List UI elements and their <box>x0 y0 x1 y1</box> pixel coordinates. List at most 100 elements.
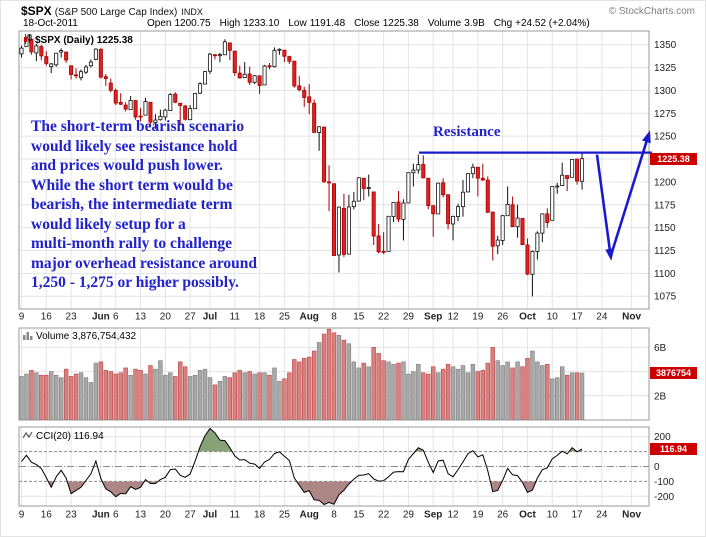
candle <box>436 182 441 215</box>
svg-text:Jul: Jul <box>203 510 218 521</box>
candle <box>118 101 123 105</box>
svg-text:13: 13 <box>135 510 147 521</box>
last-cci-tag: 116.94 <box>650 443 697 455</box>
quote-row: 18-Oct-2011 Open 1200.75 High 1233.10 Low 1191… <box>23 18 599 29</box>
candle <box>103 76 108 80</box>
volume-bar <box>321 333 327 420</box>
svg-text:10: 10 <box>547 510 559 521</box>
volume-bar <box>555 377 560 420</box>
volume-bar <box>426 373 431 420</box>
volume-bar <box>88 382 94 420</box>
candle <box>79 71 84 79</box>
candle <box>401 202 406 220</box>
svg-text:27: 27 <box>185 510 197 521</box>
volume-bar <box>24 373 29 420</box>
svg-text:26: 26 <box>497 510 509 521</box>
candle <box>282 49 287 57</box>
volume-bar <box>192 374 198 420</box>
svg-text:13: 13 <box>135 312 147 323</box>
candle <box>406 172 411 204</box>
volume-bar <box>411 371 416 420</box>
volume-bar <box>78 372 84 420</box>
volume-panel-label: Volume 3,876,754,432 <box>23 331 136 342</box>
volume-bar <box>197 370 203 420</box>
candle <box>555 185 560 188</box>
high-value: 1233.10 <box>243 18 280 29</box>
candle <box>133 100 138 118</box>
candle <box>475 166 480 179</box>
volume-bar <box>277 380 282 420</box>
volume-bar <box>54 374 59 420</box>
annotation-line: bearish, the intermediate term <box>31 196 233 213</box>
candle <box>336 206 341 256</box>
volume-bar <box>187 376 193 420</box>
candle <box>505 203 510 217</box>
volume-bar <box>545 364 550 420</box>
svg-text:25: 25 <box>279 312 291 323</box>
candle <box>426 177 431 207</box>
volume-bar <box>262 372 267 420</box>
chart-title-row: $SPX (S&P 500 Large Cap Index) INDX <box>21 4 203 18</box>
candle <box>287 56 292 62</box>
svg-text:Nov: Nov <box>622 510 641 521</box>
volume-bar <box>540 365 545 420</box>
candle <box>59 50 64 53</box>
volume-bar <box>564 374 570 420</box>
volume-bar <box>282 378 287 420</box>
volume-bar <box>569 372 575 420</box>
candle <box>396 201 401 220</box>
volume-bar <box>351 361 357 420</box>
candle <box>193 93 198 110</box>
candle <box>361 177 366 189</box>
candle <box>272 49 277 68</box>
volume-bar <box>202 368 208 420</box>
svg-text:20: 20 <box>160 312 172 323</box>
svg-text:22: 22 <box>378 312 390 323</box>
candle <box>222 41 227 56</box>
symbol: $SPX <box>21 4 52 18</box>
candle <box>451 215 456 225</box>
svg-text:Jun: Jun <box>92 510 110 521</box>
candle <box>158 116 163 121</box>
candle <box>550 186 555 221</box>
svg-text:8: 8 <box>331 312 337 323</box>
volume-bar <box>480 370 486 420</box>
candle <box>416 164 421 171</box>
indicator-line-icon <box>22 431 33 439</box>
down-arrow <box>595 154 612 251</box>
volume-bar <box>311 350 317 420</box>
svg-text:1100: 1100 <box>654 269 676 280</box>
open-value: 1200.75 <box>174 18 211 29</box>
symbol-name: (S&P 500 Large Cap Index) <box>54 7 178 18</box>
candle <box>560 174 565 186</box>
candle <box>356 177 361 202</box>
cci-plot <box>21 427 583 506</box>
candle <box>113 90 118 104</box>
candle <box>327 181 332 184</box>
svg-text:6B: 6B <box>654 343 667 354</box>
candle <box>143 101 148 116</box>
svg-text:1250: 1250 <box>654 132 677 143</box>
candle <box>490 211 495 247</box>
volume-bar <box>168 372 173 420</box>
candle <box>391 201 396 218</box>
candle <box>108 82 113 91</box>
volume-bar <box>133 368 138 420</box>
volume-bar <box>39 374 44 420</box>
svg-text:1200: 1200 <box>654 177 677 188</box>
volume-bar <box>108 371 113 420</box>
volume-bar <box>396 362 401 420</box>
volume-bar <box>401 361 406 420</box>
candle <box>44 56 49 64</box>
svg-text:Aug: Aug <box>299 510 318 521</box>
volume-bar <box>222 376 228 420</box>
svg-text:10: 10 <box>547 312 559 323</box>
volume-bars <box>19 328 585 420</box>
svg-text:23: 23 <box>66 312 78 323</box>
volume-bar <box>559 366 565 420</box>
volume-bar <box>272 367 277 420</box>
volume-bar <box>306 356 312 420</box>
svg-text:23: 23 <box>66 510 78 521</box>
candle <box>262 65 267 86</box>
candle <box>411 169 416 174</box>
